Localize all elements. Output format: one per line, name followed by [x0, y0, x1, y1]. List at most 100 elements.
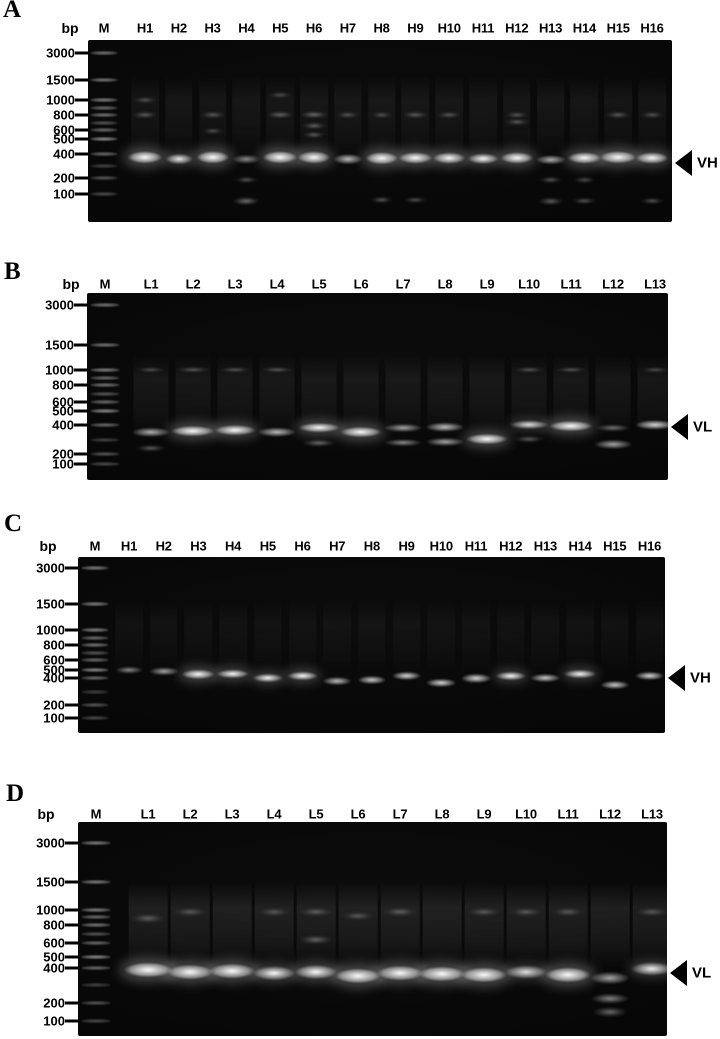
lane-label: H3 [190, 538, 207, 554]
lane-label: H6 [294, 538, 311, 554]
ladder-band [90, 151, 118, 156]
lane-label-marker: M [98, 20, 110, 36]
dna-band [555, 366, 587, 373]
lane-label: H7 [339, 20, 356, 36]
lane-label: H14 [572, 20, 597, 36]
lane-smear [232, 76, 261, 157]
lane-label: L2 [182, 806, 198, 822]
dna-band [201, 127, 224, 135]
lane-label: L1 [143, 276, 159, 292]
lane-smear [385, 354, 421, 436]
ladder-band [81, 922, 111, 927]
lane-smear [170, 881, 210, 968]
dna-band [149, 667, 179, 676]
dna-band [258, 427, 296, 437]
dna-band [590, 972, 630, 985]
ladder-band [81, 689, 109, 694]
lane-label: H1 [120, 538, 138, 554]
lane-label: L4 [269, 276, 285, 292]
dna-band [252, 965, 296, 981]
ladder-band [90, 137, 118, 141]
bp-tick-line [65, 966, 78, 970]
dna-band [596, 424, 630, 432]
lane-label: H13 [538, 20, 563, 36]
bp-unit-label: bp [61, 20, 79, 36]
ladder-band [81, 657, 109, 662]
lane-smear [392, 601, 421, 674]
lane-smear [462, 601, 490, 674]
dna-band [467, 907, 501, 917]
lane-smear [496, 601, 525, 674]
lane-smear [165, 76, 193, 157]
lane-label: H14 [568, 538, 592, 554]
lane-label: L10 [518, 276, 540, 292]
lane-smear [464, 881, 504, 968]
panel-letter: A [3, 0, 22, 23]
lane-smear [435, 76, 463, 157]
ladder-band [90, 105, 118, 110]
ladder-band [90, 302, 120, 307]
bp-tick-label: 500 [43, 662, 65, 678]
dna-band [302, 439, 336, 447]
dna-band [233, 197, 260, 205]
bp-tick-line [74, 423, 87, 427]
bp-tick-line [75, 51, 88, 55]
lane-label: H11 [464, 538, 488, 554]
dna-band [235, 176, 258, 184]
bp-tick-label: 3000 [36, 835, 65, 851]
dna-band [513, 435, 545, 443]
bp-tick-label: 500 [53, 131, 75, 147]
lane-label: L6 [353, 276, 369, 292]
lane-label: H16 [640, 20, 664, 36]
bp-unit-label: bp [62, 276, 80, 292]
ladder-band [90, 163, 118, 168]
lane-smear [566, 601, 594, 674]
ladder-band [81, 650, 109, 655]
bp-tick-label: 100 [43, 1013, 65, 1029]
ladder-band [90, 375, 120, 380]
dna-band [300, 110, 328, 119]
dna-band [336, 111, 360, 119]
dna-band [302, 131, 326, 139]
lane-smear [469, 76, 497, 157]
dna-band [640, 197, 664, 205]
dna-band [402, 111, 428, 119]
dna-band [403, 196, 428, 204]
lane-smear [184, 601, 213, 674]
lane-label: L7 [392, 806, 408, 822]
product-label: VL [692, 964, 712, 982]
lane-smear [296, 881, 336, 968]
bp-tick-label: 3000 [46, 45, 75, 61]
ladder-band [90, 98, 118, 103]
lane-smear [506, 881, 546, 968]
dna-band [640, 111, 664, 119]
band-pointer-icon [671, 414, 688, 441]
dna-band [166, 963, 214, 980]
dna-band [252, 673, 284, 683]
lane-smear [259, 354, 295, 436]
bp-unit-label: bp [39, 538, 57, 554]
dna-band [323, 677, 352, 685]
bp-tick-line [65, 941, 78, 945]
bp-tick-label: 3000 [36, 560, 65, 576]
dna-band [170, 425, 216, 437]
ladder-band [81, 907, 111, 912]
dna-band [267, 91, 293, 99]
dna-band [369, 111, 394, 119]
product-label: VH [690, 669, 711, 687]
dna-band [551, 907, 585, 917]
bp-tick-line [65, 566, 78, 570]
dna-band [195, 151, 230, 164]
bp-tick-label: 1000 [36, 902, 65, 918]
dna-band [164, 153, 193, 165]
lane-label: H3 [204, 20, 221, 36]
bp-tick-line [65, 658, 78, 662]
lane-smear [367, 76, 396, 157]
lane-smear [175, 354, 211, 436]
ladder-band [90, 461, 120, 466]
lane-smear [266, 76, 294, 157]
dna-band [261, 366, 293, 373]
dna-band [635, 151, 669, 164]
dna-band [126, 151, 164, 164]
